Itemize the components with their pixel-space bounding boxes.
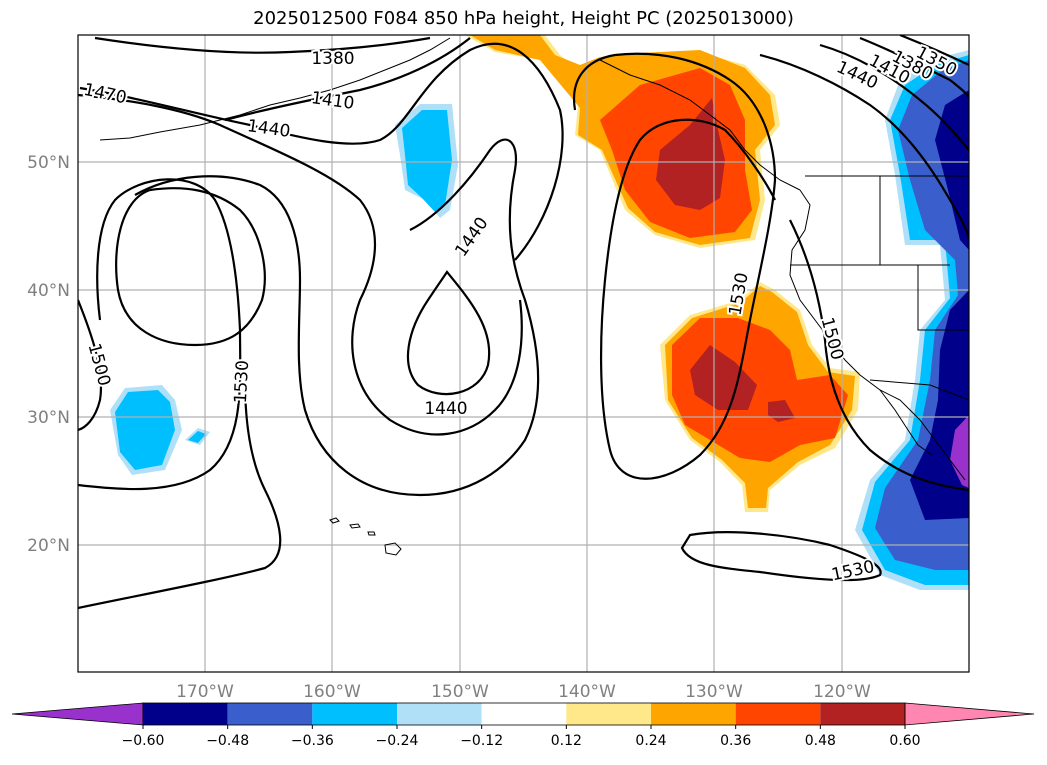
colorbar-extend-low (11, 702, 144, 726)
colorbar-tick-label: 0.12 (551, 733, 582, 749)
contour-1470-loop (134, 138, 540, 497)
anomaly-dateline-small-core (188, 431, 206, 443)
contour-1380 (94, 36, 431, 54)
lon-label: 130°W (685, 682, 743, 702)
colorbar-frame (142, 702, 906, 726)
colorbar-swatch (481, 703, 567, 725)
baja-coast (879, 389, 933, 456)
colorbar-tick-label: −0.60 (122, 733, 165, 749)
contour-1440-north (79, 42, 564, 261)
colorbar-swatch (735, 703, 821, 725)
lat-label: 20°N (27, 536, 70, 556)
anomaly-dateline-skyblue (115, 390, 175, 470)
contour-1350-east (899, 35, 969, 66)
anomaly-subtropical-darkred (690, 345, 757, 410)
colorbar-swatch (651, 703, 736, 725)
contour-label: 1530 (231, 360, 253, 404)
latitude-labels: 50°N 40°N 30°N 20°N (27, 153, 70, 556)
anomaly-east-purple (950, 415, 969, 488)
lon-label: 170°W (176, 682, 234, 702)
lat-label: 30°N (27, 408, 70, 428)
mexico-border (869, 379, 969, 401)
colorbar-tick-label: 0.36 (720, 733, 751, 749)
contour-1530-west (78, 178, 242, 491)
contour-1530-south (78, 379, 282, 610)
colorbar: −0.60 −0.48 −0.36 −0.24 −0.12 0.12 0.24 0.36 0.4… (11, 702, 1035, 749)
contour-1500-east (789, 219, 969, 492)
colorbar-tick-label: −0.36 (291, 733, 334, 749)
colorbar-swatch (143, 703, 228, 725)
contour-1500-loop (115, 187, 266, 347)
hawaii-islands (329, 517, 402, 556)
colorbar-swatch (566, 703, 651, 725)
lon-label: 160°W (303, 682, 361, 702)
colorbar-tick-label: −0.48 (206, 733, 249, 749)
height-contours (78, 35, 969, 610)
colorbar-tick-label: 0.24 (635, 733, 666, 749)
lon-label: 140°W (558, 682, 616, 702)
contour-label: 1440 (424, 399, 467, 419)
anomaly-alaska-darkred (656, 98, 725, 210)
colorbar-tick-label: 0.60 (889, 733, 920, 749)
coastlines (99, 37, 969, 556)
alaska-coast (99, 37, 451, 141)
plot-frame (77, 34, 970, 673)
contour-1500-outer (78, 299, 102, 432)
plot-area (78, 35, 969, 672)
lon-label: 120°W (813, 682, 871, 702)
graticule (78, 35, 969, 672)
longitude-labels: 170°W 160°W 150°W 140°W 130°W 120°W (176, 682, 871, 702)
anomaly-gulf-skyblue (402, 110, 452, 212)
colorbar-swatch (820, 703, 905, 725)
contour-1410-east (819, 43, 969, 151)
contour-1440-closed (406, 270, 491, 396)
state-border (917, 265, 969, 331)
colorbar-tick-label: 0.48 (805, 733, 836, 749)
colorbar-swatch (312, 703, 397, 725)
contour-1410 (224, 37, 471, 122)
colorbar-tick-label: −0.12 (460, 733, 503, 749)
lon-label: 150°W (431, 682, 489, 702)
contour-1530-central (572, 52, 777, 480)
map-title: 2025012500 F084 850 hPa height, Height P… (253, 8, 794, 29)
contour-label: 1380 (311, 49, 354, 69)
colorbar-extend-high (904, 702, 1035, 726)
contour-1470-west (78, 93, 523, 436)
anomaly-east-navy (935, 90, 969, 250)
contour-1440-east (759, 53, 969, 241)
contour-1380-east (859, 36, 969, 99)
colorbar-tick-label: −0.24 (376, 733, 419, 749)
colorbar-swatch (397, 703, 482, 725)
contour-1530-ring (680, 531, 882, 582)
alaska-panhandle-coast (599, 59, 801, 191)
lat-label: 40°N (27, 281, 70, 301)
lat-label: 50°N (27, 153, 70, 173)
colorbar-swatch (227, 703, 313, 725)
